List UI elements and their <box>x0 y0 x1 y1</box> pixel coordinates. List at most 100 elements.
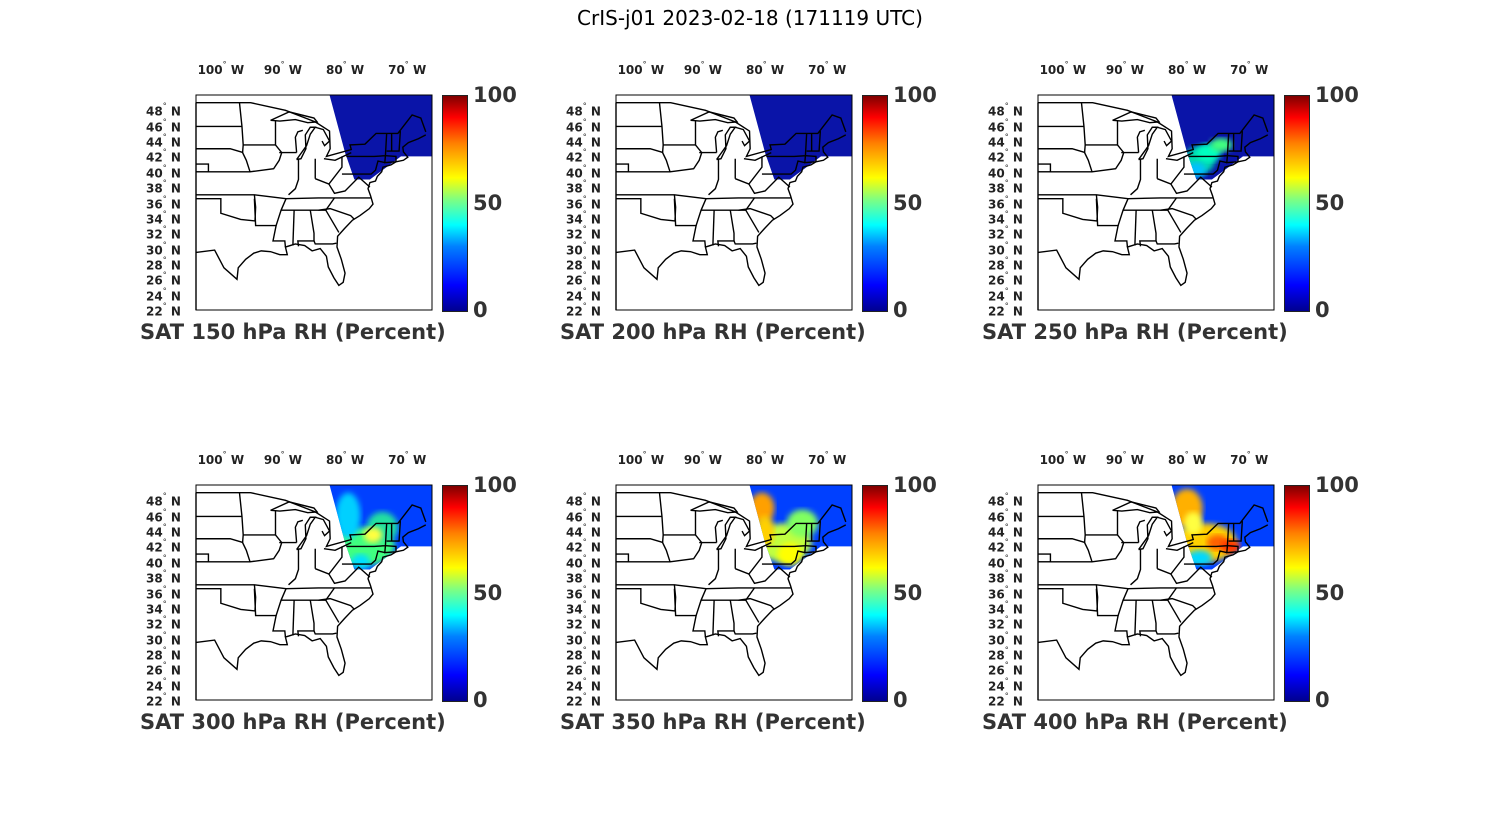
state-boundary <box>238 102 251 173</box>
state-boundary <box>346 523 388 548</box>
state-boundary <box>196 584 257 612</box>
state-boundary <box>805 154 817 162</box>
lat-tick-label: 32° N <box>988 614 1023 632</box>
state-boundary <box>314 156 343 185</box>
colorbar-tick-label: 50 <box>1315 580 1345 605</box>
lat-tick-label: 26° N <box>146 270 181 288</box>
state-boundary <box>717 210 735 247</box>
lon-tick-label: 70° W <box>808 450 847 467</box>
lat-tick-label: 40° N <box>566 553 601 571</box>
state-boundary <box>1165 541 1194 551</box>
state-boundary <box>328 566 371 585</box>
state-boundary <box>1157 516 1173 537</box>
coastline <box>615 524 847 677</box>
state-boundary <box>1038 584 1213 590</box>
colorbar-tick-label: 0 <box>1315 298 1330 322</box>
lon-tick-label: 70° W <box>388 450 427 467</box>
state-boundary <box>1123 197 1178 211</box>
state-boundary <box>673 588 707 638</box>
state-boundary <box>1136 519 1146 543</box>
colorbar-tick-label: 0 <box>473 688 488 712</box>
state-boundary <box>1183 550 1227 565</box>
state-boundary <box>323 541 352 551</box>
lon-tick-label: 70° W <box>808 60 847 77</box>
lat-tick-label: 48° N <box>566 101 601 119</box>
lat-tick-label: 28° N <box>988 255 1023 273</box>
rh-patch <box>1187 162 1206 178</box>
state-boundary <box>1038 101 1269 158</box>
state-boundary <box>738 597 775 610</box>
lon-tick-label: 70° W <box>388 60 427 77</box>
lat-tick-label: 24° N <box>988 286 1023 304</box>
satellite-swath <box>749 95 852 180</box>
state-boundary <box>386 131 402 152</box>
map-plot <box>195 484 433 701</box>
state-boundary <box>1134 600 1137 636</box>
state-boundary <box>346 133 388 158</box>
lon-tick-label: 100° W <box>197 450 245 467</box>
state-boundary <box>325 209 340 233</box>
state-boundary <box>1080 102 1093 173</box>
lat-tick-label: 24° N <box>566 286 601 304</box>
state-boundary <box>292 210 295 246</box>
colorbar-tick-label: 100 <box>473 83 517 107</box>
lat-tick-label: 42° N <box>566 147 601 165</box>
state-boundary <box>294 519 304 543</box>
state-boundary <box>323 151 352 161</box>
state-boundary <box>270 111 319 124</box>
state-boundary <box>384 155 397 164</box>
map-plot <box>1037 484 1275 701</box>
state-boundary <box>1139 600 1157 637</box>
state-boundary <box>281 587 336 601</box>
state-boundary <box>1038 534 1125 563</box>
colorbar-tick-label: 0 <box>1315 688 1330 712</box>
lon-tick-label: 90° W <box>683 60 722 77</box>
lat-tick-label: 30° N <box>566 630 601 648</box>
state-boundary <box>292 600 295 636</box>
lat-tick-label: 36° N <box>988 584 1023 601</box>
lat-tick-label: 40° N <box>988 553 1023 571</box>
state-boundary <box>314 546 343 575</box>
panel-title: SAT 350 hPa RH (Percent) <box>560 710 866 734</box>
state-boundary <box>1130 548 1142 586</box>
state-boundary <box>1167 209 1182 233</box>
lat-tick-label: 46° N <box>988 507 1023 525</box>
map-panel: 100° W 90° W 80° W 70° W 48° N 46° N 44° N 42° … <box>140 450 517 750</box>
state-boundary <box>1228 131 1244 152</box>
state-boundary <box>804 155 817 164</box>
state-boundary <box>1117 588 1129 616</box>
state-boundary <box>1138 516 1159 551</box>
map-plot <box>615 484 853 701</box>
lat-tick-label: 42° N <box>988 537 1023 555</box>
state-boundary <box>296 126 317 161</box>
state-boundary <box>385 154 397 162</box>
lat-tick-label: 24° N <box>146 676 181 694</box>
state-boundary <box>690 111 739 124</box>
lon-tick-label: 90° W <box>263 60 302 77</box>
state-boundary <box>1165 151 1194 161</box>
map-plot <box>1037 94 1275 311</box>
state-boundary <box>1038 148 1086 154</box>
state-boundary <box>1136 129 1146 153</box>
lat-tick-label: 28° N <box>988 645 1023 663</box>
state-boundary <box>1183 160 1227 175</box>
state-boundary <box>275 588 287 616</box>
lat-tick-label: 42° N <box>146 147 181 165</box>
lat-tick-label: 34° N <box>988 209 1023 227</box>
lon-tick-label: 80° W <box>745 450 785 467</box>
lat-tick-label: 46° N <box>566 117 601 135</box>
state-boundary <box>1038 538 1086 544</box>
state-boundary <box>1155 630 1179 635</box>
rh-patch <box>335 492 361 539</box>
state-boundary <box>1188 133 1230 158</box>
lat-tick-label: 46° N <box>566 507 601 525</box>
lon-tick-label: 70° W <box>1230 60 1269 77</box>
state-boundary <box>712 600 715 636</box>
state-boundary <box>616 584 677 612</box>
state-boundary <box>717 600 735 637</box>
state-boundary <box>296 516 317 551</box>
lat-tick-label: 30° N <box>146 240 181 258</box>
coastline <box>1037 524 1269 677</box>
colorbar-tick-label: 50 <box>893 580 923 605</box>
state-boundary <box>1095 198 1129 248</box>
